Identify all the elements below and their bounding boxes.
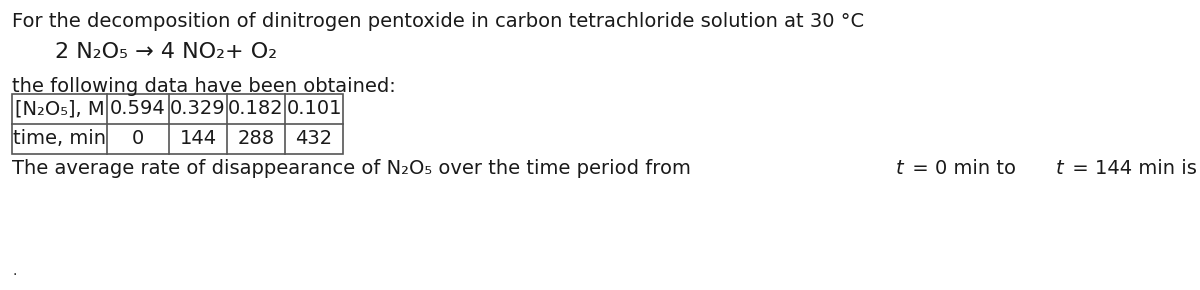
Text: ·: · xyxy=(12,268,17,282)
Text: 0.101: 0.101 xyxy=(287,99,342,119)
Text: 2 N₂O₅ → 4 NO₂+ O₂: 2 N₂O₅ → 4 NO₂+ O₂ xyxy=(55,42,277,62)
Text: 0.329: 0.329 xyxy=(170,99,226,119)
Text: = 0 min to: = 0 min to xyxy=(906,159,1022,177)
Bar xyxy=(12,94,343,154)
Text: 0.594: 0.594 xyxy=(110,99,166,119)
Text: 432: 432 xyxy=(295,130,332,148)
Text: time, min: time, min xyxy=(13,130,106,148)
Text: t: t xyxy=(1056,159,1063,177)
Text: t: t xyxy=(896,159,904,177)
Text: 144: 144 xyxy=(180,130,216,148)
Text: 288: 288 xyxy=(238,130,275,148)
Text: 0: 0 xyxy=(132,130,144,148)
Text: [N₂O₅], M: [N₂O₅], M xyxy=(14,99,104,119)
Text: For the decomposition of dinitrogen pentoxide in carbon tetrachloride solution a: For the decomposition of dinitrogen pent… xyxy=(12,12,864,31)
Text: = 144 min is: = 144 min is xyxy=(1066,159,1200,177)
Text: The average rate of disappearance of N₂O₅ over the time period from: The average rate of disappearance of N₂O… xyxy=(12,159,697,177)
Text: the following data have been obtained:: the following data have been obtained: xyxy=(12,77,396,96)
Text: 0.182: 0.182 xyxy=(228,99,284,119)
